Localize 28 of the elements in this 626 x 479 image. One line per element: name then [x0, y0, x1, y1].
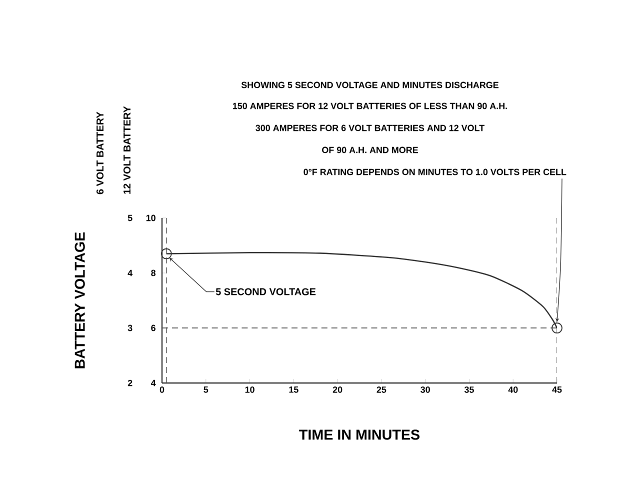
- x-tick-label: 45: [552, 386, 562, 393]
- annotation: 5 SECOND VOLTAGE: [216, 288, 316, 296]
- text: 300 AMPERES FOR 6 VOLT BATTERIES AND 12 VOLT: [256, 124, 484, 132]
- text: OF 90 A.H. AND MORE: [322, 146, 418, 154]
- y2-tick-label: 6: [151, 324, 156, 332]
- y-tick-label: 3: [128, 324, 132, 332]
- y-tick-label: 4: [128, 270, 133, 276]
- x-tick-label: 30: [420, 386, 430, 393]
- text: 150 AMPERES FOR 12 VOLT BATTERIES OF LESS THAN 90 A.H.: [232, 102, 507, 110]
- y-tick-label: 2: [128, 380, 132, 386]
- x-tick-label: 20: [332, 386, 342, 393]
- y2-tick-label: 8: [151, 270, 156, 276]
- x-tick-label: 35: [464, 386, 474, 393]
- x-tick-label: 25: [376, 386, 386, 393]
- x-tick-label: 0: [160, 386, 164, 393]
- x-tick-label: 10: [245, 386, 254, 393]
- y2-tick-label: 4: [150, 380, 156, 386]
- x-axis-title: TIME IN MINUTES: [299, 430, 420, 440]
- chart-title: SHOWING 5 SECOND VOLTAGE AND MINUTES DISCHARGE: [241, 82, 498, 88]
- annotation: 0°F RATING DEPENDS ON MINUTES TO 1.0 VOLTS PER CELL: [304, 168, 566, 176]
- x-tick-label: 15: [289, 386, 298, 393]
- text: 12 VOLT BATTERY: [123, 106, 131, 194]
- y-tick-label: 5: [128, 214, 132, 222]
- y-axis-title: BATTERY VOLTAGE: [74, 232, 85, 368]
- y2-tick-label: 10: [146, 214, 156, 222]
- text: 6 VOLT BATTERY: [96, 112, 104, 194]
- x-tick-label: 40: [508, 386, 518, 393]
- x-tick-label: 5: [204, 386, 208, 393]
